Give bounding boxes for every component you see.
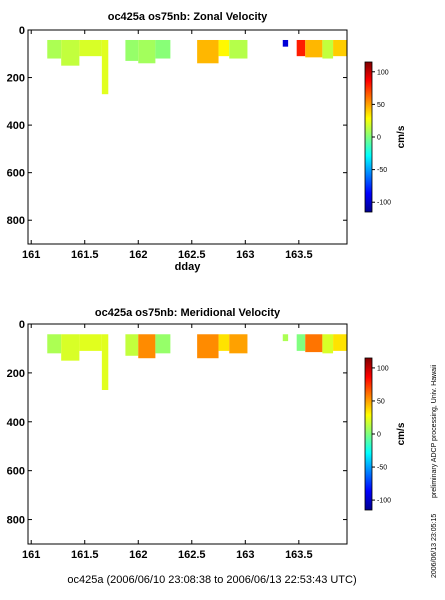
velocity-cell <box>79 39 102 57</box>
y-tick-label: 400 <box>7 417 25 429</box>
velocity-cell <box>229 39 248 59</box>
y-tick-label: 600 <box>7 466 25 478</box>
y-tick-label: 800 <box>7 515 25 527</box>
velocity-cell <box>333 334 347 351</box>
velocity-cell <box>47 39 62 59</box>
y-tick-label: 0 <box>19 25 25 37</box>
y-tick-label: 600 <box>7 168 25 180</box>
meridional-velocity-panel: oc425a os75nb: Meridional Velocity 0 200 40… <box>7 307 407 561</box>
x-tick-label: 162 <box>129 249 147 261</box>
y-tick-label: 800 <box>7 215 25 227</box>
velocity-cell <box>333 39 347 57</box>
colorbar-tick-label: 100 <box>377 69 389 76</box>
y-tick-label: 0 <box>19 319 25 331</box>
velocity-cell <box>125 334 139 356</box>
velocity-cell <box>61 39 80 66</box>
velocity-cell <box>282 334 289 342</box>
panel-title: oc425a os75nb: Zonal Velocity <box>108 11 268 23</box>
y-tick-label: 200 <box>7 368 25 380</box>
velocity-cell <box>296 334 306 351</box>
panel-title: oc425a os75nb: Meridional Velocity <box>95 307 281 319</box>
velocity-cell <box>218 39 230 57</box>
x-tick-label: 163.5 <box>285 549 313 561</box>
x-tick-label: 162 <box>129 549 147 561</box>
velocity-cell <box>155 39 171 59</box>
velocity-cell <box>47 334 62 354</box>
velocity-cell <box>197 39 219 64</box>
velocity-cell <box>101 334 109 390</box>
colorbar <box>364 61 373 213</box>
colorbar-tick-label: 50 <box>377 398 385 405</box>
x-tick-label: 161.5 <box>71 549 99 561</box>
colorbar-tick-label: -100 <box>377 498 391 505</box>
colorbar-tick-label: 0 <box>377 432 381 439</box>
y-tick-label: 200 <box>7 73 25 85</box>
velocity-cell <box>296 39 306 57</box>
x-tick-label: 161.5 <box>71 249 99 261</box>
plot-frame <box>27 29 348 245</box>
velocity-cell <box>305 39 323 58</box>
velocity-cell <box>125 39 139 61</box>
colorbar-tick-label: -50 <box>377 465 387 472</box>
zonal-velocity-panel: oc425a os75nb: Zonal Velocity 0 200 400 600 8… <box>7 11 407 273</box>
velocity-cell <box>155 334 171 354</box>
processing-note: preliminary ADCP processing, Univ. Hawai… <box>431 364 438 498</box>
colorbar-tick-label: 100 <box>377 365 389 372</box>
velocity-cell <box>229 334 248 354</box>
colorbar-tick-label: -50 <box>377 167 387 174</box>
velocity-cell <box>138 334 156 359</box>
velocity-cell <box>218 334 230 351</box>
colorbar <box>364 357 373 511</box>
x-tick-label: 162.5 <box>178 249 206 261</box>
velocity-cell <box>322 334 334 354</box>
x-axis-label: dday <box>175 261 202 273</box>
colorbar-tick-label: 0 <box>377 135 381 142</box>
colorbar-tick-label: 50 <box>377 102 385 109</box>
velocity-cell <box>61 334 80 361</box>
velocity-cell <box>305 334 323 353</box>
x-tick-label: 163 <box>236 249 254 261</box>
colorbar-tick-label: -100 <box>377 200 391 207</box>
footer-time-range: oc425a (2006/06/10 23:08:38 to 2006/06/1… <box>67 574 356 586</box>
x-tick-label: 163.5 <box>285 249 313 261</box>
x-tick-label: 163 <box>236 549 254 561</box>
colorbar-label: cm/s <box>396 125 407 148</box>
velocity-cell <box>101 39 109 95</box>
plot-frame <box>27 323 348 545</box>
x-tick-label: 161 <box>22 549 40 561</box>
velocity-cell <box>322 39 334 59</box>
velocity-cell <box>79 334 102 351</box>
x-tick-label: 162.5 <box>178 549 206 561</box>
plot-timestamp: 2006/06/13 23:05:15 <box>431 514 438 578</box>
x-tick-label: 161 <box>22 249 40 261</box>
colorbar-label: cm/s <box>396 422 407 445</box>
velocity-cell <box>197 334 219 359</box>
velocity-cell <box>282 39 289 47</box>
velocity-cell <box>138 39 156 64</box>
y-tick-label: 400 <box>7 120 25 132</box>
